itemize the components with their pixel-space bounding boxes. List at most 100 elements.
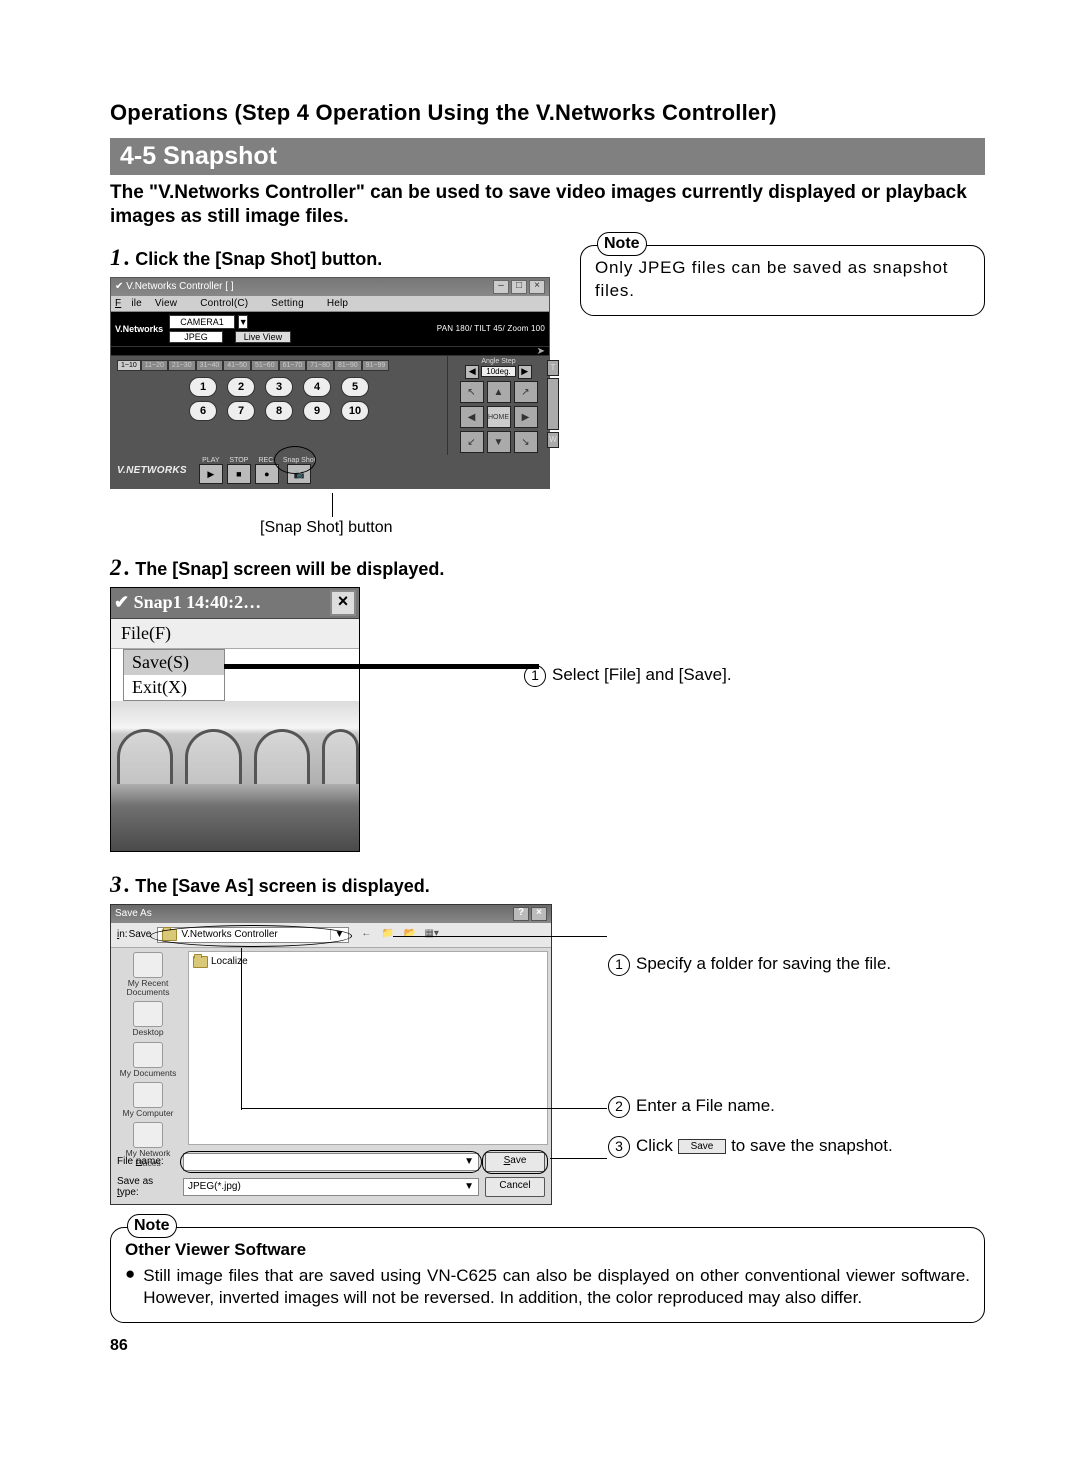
ptz-dpad: ↖ ▲ ↗ ◀ HOME ▶ ↙ ▼ ↘	[451, 381, 546, 453]
place-mydocs[interactable]: My Documents	[120, 1042, 177, 1078]
dpad-ur[interactable]: ↗	[514, 381, 538, 403]
snapshot-button[interactable]: 📷	[287, 464, 311, 484]
tab-range[interactable]: 71~80	[306, 360, 334, 371]
angle-value: 10deg.	[481, 366, 515, 377]
minimize-icon[interactable]: –	[493, 280, 509, 294]
place-recent[interactable]: My Recent Documents	[113, 952, 183, 998]
preset-1[interactable]: 1	[189, 377, 217, 397]
dropdown-arrow-icon[interactable]: ▼	[464, 1156, 474, 1167]
vnc-divider: ➤	[111, 346, 549, 356]
inline-save-button: Save	[678, 1139, 727, 1154]
step-2-line: 2.The [Snap] screen will be displayed.	[110, 555, 985, 581]
callout-2: 1 Specify a folder for saving the file.	[608, 954, 893, 976]
cancel-button[interactable]: Cancel	[485, 1177, 545, 1197]
snap-close-button[interactable]: ×	[330, 590, 356, 616]
maximize-icon[interactable]: □	[511, 280, 527, 294]
callout-4: 3 Click Save to save the snapshot.	[608, 1136, 893, 1158]
menu-help[interactable]: Help	[327, 298, 358, 309]
views-icon[interactable]: ▦▾	[424, 928, 440, 942]
vnc-titlebar: ✔ V.Networks Controller [ ] –□×	[111, 278, 549, 296]
snap-exit-item[interactable]: Exit(X)	[124, 675, 224, 700]
dpad-left[interactable]: ◀	[460, 406, 484, 428]
newfolder-icon[interactable]: 📂	[402, 928, 418, 942]
note-box-2: Note Other Viewer Software ●Still image …	[110, 1227, 985, 1323]
menu-setting[interactable]: Setting	[271, 298, 314, 309]
menu-control[interactable]: Control(C)	[200, 298, 258, 309]
preset-5[interactable]: 5	[341, 377, 369, 397]
zoom-tele[interactable]: T	[547, 360, 559, 376]
close-icon[interactable]: ×	[531, 907, 547, 921]
play-button[interactable]: ▶	[199, 464, 223, 484]
tab-range[interactable]: 61~70	[279, 360, 307, 371]
dpad-right[interactable]: ▶	[514, 406, 538, 428]
preset-4[interactable]: 4	[303, 377, 331, 397]
stop-button[interactable]: ■	[227, 464, 251, 484]
step-2-text: The [Snap] screen will be displayed.	[135, 559, 444, 579]
preset-row2: 6 7 8 9 10	[117, 401, 441, 421]
dpad-dl[interactable]: ↙	[460, 431, 484, 453]
menu-file[interactable]: File	[115, 298, 142, 309]
tab-range[interactable]: 21~30	[168, 360, 196, 371]
places-bar[interactable]: My Recent Documents Desktop My Documents…	[111, 948, 185, 1148]
preset-6[interactable]: 6	[189, 401, 217, 421]
vnc-bottom: V.NETWORKS PLAY▶ STOP■ REC.● Snap Shot📷	[111, 455, 549, 488]
filename-label: File name:	[117, 1156, 177, 1167]
window-buttons[interactable]: –□×	[491, 280, 545, 294]
place-desktop[interactable]: Desktop	[132, 1001, 163, 1037]
close-icon[interactable]: ×	[529, 280, 545, 294]
note-2-bullet: Still image files that are saved using V…	[143, 1265, 970, 1308]
preset-7[interactable]: 7	[227, 401, 255, 421]
up-icon[interactable]: 📁	[380, 928, 396, 942]
tab-range[interactable]: 81~90	[334, 360, 362, 371]
filename-input[interactable]: ▼	[183, 1153, 479, 1171]
tab-range[interactable]: 31~40	[196, 360, 224, 371]
snap-file-menu[interactable]: File(F)	[111, 619, 359, 649]
saveastype-select[interactable]: JPEG(*.jpg)▼	[183, 1178, 479, 1196]
preset-2[interactable]: 2	[227, 377, 255, 397]
tab-range[interactable]: 91~99	[362, 360, 390, 371]
zoom-slider[interactable]	[547, 378, 559, 430]
angle-right-icon[interactable]: ▶	[518, 365, 532, 379]
vnc-menubar[interactable]: File View Control(C) Setting Help	[111, 296, 549, 312]
localize-folder[interactable]: Localize	[193, 956, 543, 968]
rec-button[interactable]: ●	[255, 464, 279, 484]
file-list[interactable]: Localize	[188, 951, 548, 1145]
tab-range[interactable]: 41~50	[223, 360, 251, 371]
dpad-up[interactable]: ▲	[487, 381, 511, 403]
dropdown-arrow-icon[interactable]: ▼	[330, 929, 344, 940]
jpeg-label: JPEG	[169, 331, 223, 343]
page-number: 86	[110, 1337, 985, 1355]
tab-range[interactable]: 1~10	[117, 360, 141, 371]
dpad-down[interactable]: ▼	[487, 431, 511, 453]
save-button[interactable]: Save	[485, 1152, 545, 1172]
place-mycomputer[interactable]: My Computer	[122, 1082, 173, 1118]
dpad-home[interactable]: HOME	[487, 406, 511, 428]
saveastype-label: Save as type:	[117, 1176, 177, 1198]
snap-save-item[interactable]: Save(S)	[124, 650, 224, 675]
preset-3[interactable]: 3	[265, 377, 293, 397]
menu-view[interactable]: View	[155, 298, 187, 309]
snap-dropdown: Save(S) Exit(X)	[123, 649, 225, 701]
angle-left-icon[interactable]: ◀	[465, 365, 479, 379]
camera-select[interactable]: CAMERA1	[169, 315, 235, 329]
preset-9[interactable]: 9	[303, 401, 331, 421]
help-icon[interactable]: ?	[513, 907, 529, 921]
callout-1: 1 Select [File] and [Save].	[524, 665, 732, 687]
save-in-dropdown[interactable]: V.Networks Controller ▼	[157, 927, 349, 943]
toolbar-icons[interactable]: ← 📁 📂 ▦▾	[355, 928, 439, 942]
camera-dropdown-icon[interactable]: ▼	[238, 315, 248, 329]
tab-range[interactable]: 51~60	[251, 360, 279, 371]
dropdown-arrow-icon[interactable]: ▼	[464, 1181, 474, 1192]
dpad-ul[interactable]: ↖	[460, 381, 484, 403]
callout-3-text: Enter a File name.	[636, 1096, 775, 1116]
back-icon[interactable]: ←	[358, 928, 374, 942]
zoom-wide[interactable]: W	[547, 432, 559, 448]
preset-tabs[interactable]: 1~10 11~20 21~30 31~40 41~50 51~60 61~70…	[117, 360, 441, 371]
tab-range[interactable]: 11~20	[141, 360, 168, 371]
preset-10[interactable]: 10	[341, 401, 369, 421]
angle-step-label: Angle Step	[451, 358, 546, 365]
preset-8[interactable]: 8	[265, 401, 293, 421]
liveview-button[interactable]: Live View	[235, 331, 291, 343]
note-label-2: Note	[127, 1214, 177, 1238]
dpad-dr[interactable]: ↘	[514, 431, 538, 453]
